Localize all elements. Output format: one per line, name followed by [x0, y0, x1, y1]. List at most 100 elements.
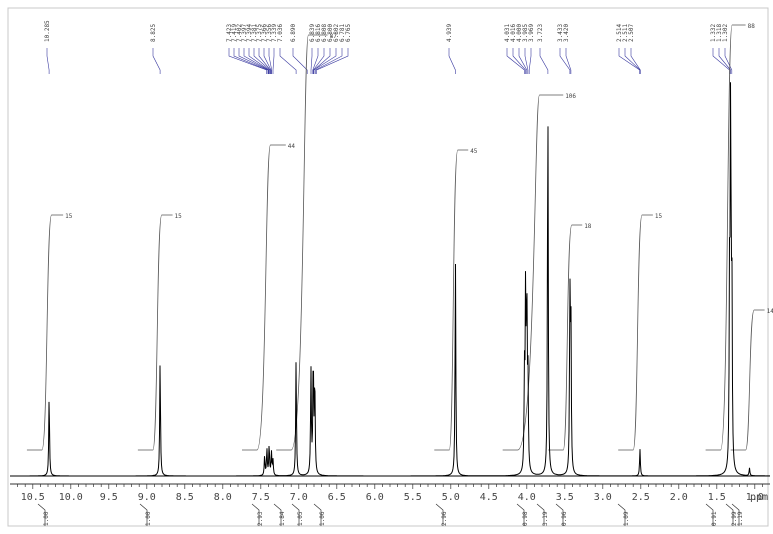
peak-label: 1.302 [722, 24, 733, 74]
chart-frame [7, 7, 769, 527]
integral-axis-value: 0.91 [711, 511, 718, 526]
integral-curve [618, 214, 653, 451]
x-tick-label: 10.0 [59, 492, 83, 503]
peak-label: 6.839 [309, 24, 316, 74]
integral-axis-label: 1.00 [139, 503, 152, 526]
x-tick-label: 9.0 [138, 492, 156, 503]
peak-label-line [253, 48, 271, 74]
x-tick-label: 9.5 [100, 492, 118, 503]
peak-label-line [565, 48, 572, 74]
integral-curve [502, 94, 564, 451]
peak-label: 7.339 [271, 24, 278, 74]
x-tick-label: 6.0 [366, 492, 384, 503]
peak-label-text: 4.016 [510, 24, 517, 42]
x-tick-label: 10.5 [21, 492, 45, 503]
integral-axis-bracket [617, 503, 626, 526]
x-tick-label: 1.0 [746, 492, 764, 503]
peak-label: 6.802 [313, 24, 340, 74]
x-tick-label: 4.5 [480, 492, 498, 503]
x-axis: 10.5 10.0 9.5 9.0 8.5 8.0 7.5 7.0 6.5 6.0 5.5 5.0 4.… [10, 483, 770, 503]
peak-label-text: 3.723 [537, 24, 544, 42]
peak-label-line [630, 48, 641, 74]
integral-curve [242, 144, 286, 451]
peak-label-line [539, 48, 549, 74]
peak-label: 3.969 [528, 24, 535, 74]
peak-label-text: 7.366 [261, 24, 268, 42]
peak-label-text: 7.419 [231, 24, 238, 42]
integral-value: 88 [748, 23, 756, 30]
integral-value: 14 [767, 308, 773, 315]
integral-value: 18 [584, 223, 592, 230]
integral-axis-bracket [705, 503, 714, 526]
integral-axis-label: 0.98 [516, 503, 529, 526]
peak-label-text: 7.394 [246, 24, 253, 42]
integral-axis-label: 0.91 [705, 503, 718, 526]
peak-label-line [512, 48, 526, 74]
peak-label: 1.318 [716, 24, 731, 74]
integral-axis-value: 2.93 [257, 511, 264, 526]
peak-label-line [518, 48, 528, 74]
integral-axis-label: 1.09 [617, 503, 630, 526]
integral-axis-value: 1.05 [297, 511, 304, 526]
peak-label-line [228, 48, 267, 74]
peak-label-text: 7.356 [266, 24, 273, 42]
integral-curve [434, 149, 469, 451]
integral-axis-value: 3.19 [542, 511, 549, 526]
integral-axis-bracket [291, 503, 300, 526]
peak-label-text: 6.765 [345, 24, 352, 42]
peak-label-line [248, 48, 270, 74]
peak-label-text: 6.890 [290, 24, 297, 42]
peak-label-text: 7.397 [241, 24, 248, 42]
spectrum-trace [10, 82, 770, 477]
integral-value: 44 [288, 143, 296, 150]
integral-axis-value: 0.98 [522, 511, 529, 526]
integral-axis-bracket [273, 503, 282, 526]
integral-axis-bracket [731, 503, 740, 526]
integral-axis-label: 1.00 [37, 503, 50, 526]
integral-curve [26, 214, 64, 451]
integral-axis-label: 3.19 [536, 503, 549, 526]
integral-axis-label: 2.96 [435, 503, 448, 526]
integral-axis-value: 2.96 [441, 511, 448, 526]
peak-label-line [724, 48, 733, 74]
integral-axis-value: 2.99 [731, 511, 738, 526]
peak-label-line [312, 48, 319, 74]
peak-label-text: 7.402 [236, 24, 243, 42]
x-tick-label: 2.5 [632, 492, 650, 503]
x-tick-label: 8.0 [214, 492, 232, 503]
peak-label: 4.031 [504, 24, 525, 74]
peak-label: 10.285 [44, 20, 51, 74]
integral-axis-label: 2.99 [725, 503, 738, 526]
peak-label: 3.723 [537, 24, 549, 74]
integral-axis-bracket [251, 503, 260, 526]
peak-label-line [528, 48, 532, 74]
peak-label: 2.507 [628, 24, 641, 74]
peak-label-text: 7.381 [251, 24, 258, 42]
peak-label-text: 3.985 [522, 24, 529, 42]
peak-label-text: 7.036 [277, 24, 284, 42]
peak-label-line [233, 48, 268, 74]
integral-group: 15 15 44 87 45 106 18 15 88 14 [26, 23, 773, 451]
peak-label: 6.890 [290, 24, 308, 74]
peak-label-text: 6.802 [333, 24, 340, 42]
integral-axis-value: 1.09 [623, 511, 630, 526]
peak-label-line [315, 48, 343, 74]
peak-label-line [292, 48, 308, 74]
integral-axis-label: 1.19 [731, 503, 744, 526]
peak-label-text: 3.420 [563, 24, 570, 42]
x-tick-label: 7.5 [252, 492, 270, 503]
peak-label-line [718, 48, 731, 74]
integral-curve [705, 24, 746, 451]
peak-label-line [238, 48, 269, 74]
integral-axis-value: 1.00 [43, 511, 50, 526]
peak-label: 7.375 [256, 24, 271, 74]
peak-label-text: 7.375 [256, 24, 263, 42]
x-tick-label: 1.5 [708, 492, 726, 503]
x-tick-label: 5.5 [404, 492, 422, 503]
peak-label: 7.036 [277, 24, 297, 74]
peak-label: 6.816 [312, 24, 322, 74]
peak-label: 7.394 [246, 24, 270, 74]
integral-axis-bracket [435, 503, 444, 526]
integral-curve [548, 224, 583, 451]
